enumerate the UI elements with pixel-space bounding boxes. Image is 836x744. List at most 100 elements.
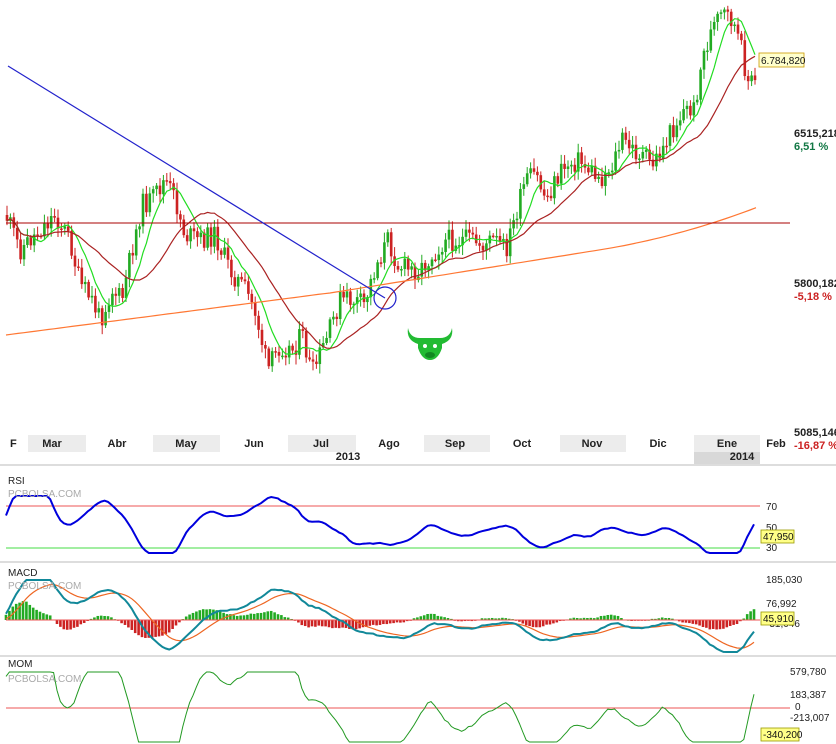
- macd-histogram-bar: [218, 611, 222, 620]
- candle-body: [321, 343, 325, 348]
- mom-labels: MOM PCBOLSA.COM 579,780 183,387 0 -213,0…: [8, 659, 830, 742]
- candle-body: [345, 291, 349, 298]
- candle-body: [148, 193, 152, 213]
- candle-body: [505, 238, 509, 257]
- candle-body: [695, 99, 699, 103]
- macd-histogram-bar: [596, 617, 599, 620]
- macd-histogram-bar: [42, 613, 45, 620]
- candle-body: [359, 293, 362, 298]
- macd-histogram-bar: [521, 620, 525, 624]
- macd-histogram-bar: [263, 612, 266, 620]
- macd-histogram-bar: [8, 610, 11, 620]
- macd-histogram-bar: [480, 618, 484, 620]
- month-label: Nov: [582, 438, 604, 450]
- rsi-last-label: 47,950: [763, 532, 794, 543]
- candle-body: [247, 281, 250, 294]
- macd-histogram-bar: [711, 620, 715, 629]
- candle-body: [274, 351, 277, 353]
- macd-histogram-bar: [439, 616, 443, 620]
- macd-histogram-bar: [490, 617, 494, 620]
- month-label: Oct: [513, 438, 532, 450]
- candle-body: [301, 329, 305, 331]
- trendline: [7, 65, 386, 299]
- macd-histogram-bar: [18, 602, 21, 620]
- candle-body: [702, 50, 706, 70]
- candle-body: [281, 355, 284, 358]
- candle-body: [532, 168, 536, 172]
- candle-body: [638, 158, 641, 160]
- macd-histogram-bar: [552, 620, 555, 624]
- candle-body: [740, 33, 743, 41]
- macd-histogram-bar: [303, 620, 307, 627]
- sma-mid-line: [6, 55, 756, 349]
- macd-histogram-bar: [266, 611, 270, 620]
- macd-histogram-bar: [732, 620, 735, 625]
- macd-histogram-bar: [324, 620, 327, 627]
- candle-body: [196, 231, 199, 238]
- candle-body: [617, 149, 621, 152]
- macd-histogram-bar: [392, 620, 395, 624]
- macd-histogram-bar: [154, 620, 157, 637]
- candle-body: [604, 173, 607, 187]
- candle-body: [270, 351, 274, 367]
- macd-histogram-bar: [705, 620, 708, 628]
- macd-histogram-bar: [123, 620, 127, 625]
- candle-body: [634, 144, 638, 160]
- macd-histogram-bar: [164, 620, 168, 635]
- candle-body: [94, 295, 97, 313]
- candle-body: [366, 297, 369, 303]
- candle-body: [444, 239, 447, 252]
- macd-histogram-bar: [147, 620, 151, 638]
- macd-histogram-bar: [422, 615, 426, 620]
- macd-histogram-bar: [28, 604, 32, 620]
- macd-histogram-bar: [358, 620, 361, 629]
- candle-body: [107, 305, 111, 312]
- candle-body: [440, 251, 444, 255]
- candle-body: [202, 232, 206, 248]
- candle-body: [430, 259, 434, 267]
- candle-body: [141, 193, 145, 227]
- macd-histogram-bar: [307, 620, 310, 628]
- macd-histogram-bar: [310, 620, 314, 627]
- month-label: Ago: [378, 438, 400, 450]
- macd-line: [5, 579, 755, 653]
- candle-body: [712, 21, 716, 30]
- candle-body: [352, 303, 356, 306]
- last-price-label: 6.784,820: [761, 56, 806, 67]
- candle-body: [474, 234, 478, 244]
- candle-body: [675, 125, 679, 138]
- macd-histogram-bar: [694, 620, 698, 625]
- candle-body: [349, 291, 352, 305]
- candle-body: [121, 288, 124, 298]
- macd-histogram-bar: [725, 620, 729, 628]
- candle-body: [5, 215, 9, 221]
- macd-histogram-bar: [351, 620, 355, 630]
- candle-body: [580, 152, 583, 164]
- macd-histogram-bar: [161, 620, 164, 636]
- candle-body: [192, 228, 196, 232]
- macd-histogram-bar: [487, 618, 491, 620]
- macd-last-box: [760, 611, 795, 626]
- macd-histogram-bar: [133, 620, 137, 634]
- candle-body: [100, 308, 104, 326]
- candle-body: [396, 266, 400, 270]
- candle-body: [451, 229, 454, 251]
- macd-histogram-bar: [368, 620, 372, 626]
- macd-histogram-bar: [541, 620, 545, 627]
- rsi-last-box: [760, 529, 795, 544]
- candle-body: [644, 149, 648, 152]
- macd-histogram-bar: [592, 618, 596, 620]
- candle-body: [665, 145, 668, 148]
- bull-icon: [407, 328, 453, 360]
- macd-histogram-bar: [201, 609, 205, 620]
- candle-body: [291, 345, 294, 351]
- candle-body: [682, 109, 685, 121]
- macd-histogram-bar: [609, 614, 613, 620]
- rsi-tick-30: 30: [766, 543, 778, 554]
- mom-tick-3: 0: [795, 702, 801, 713]
- candle-body: [529, 168, 532, 174]
- candle-body: [689, 105, 692, 116]
- macd-histogram-bar: [708, 620, 712, 630]
- macd-histogram-bar: [497, 618, 501, 620]
- candle-body: [287, 345, 291, 358]
